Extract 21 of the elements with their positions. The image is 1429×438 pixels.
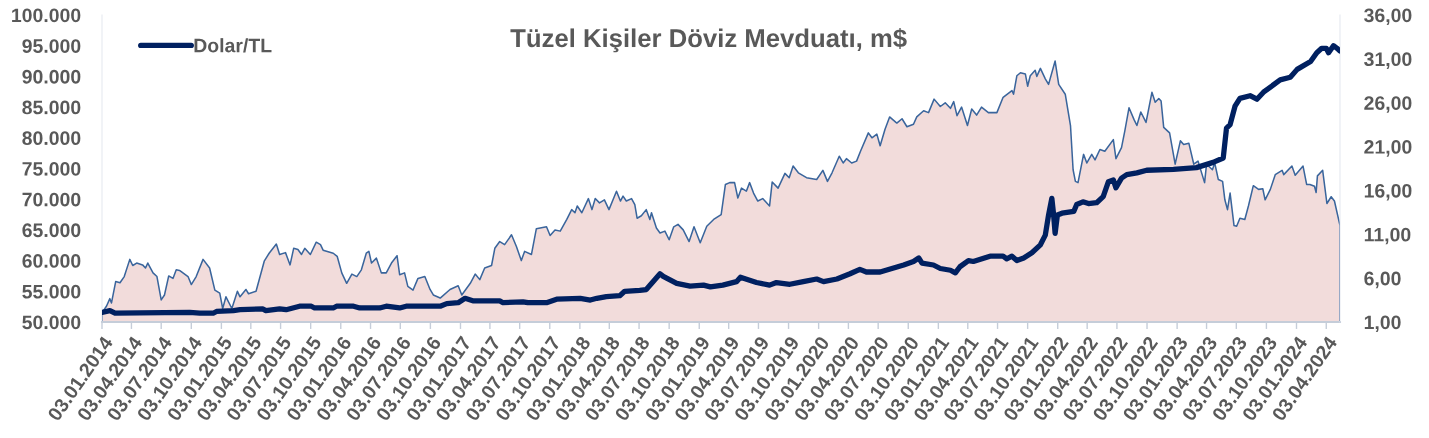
y-tick-label: 55.000 <box>22 284 81 299</box>
y-tick-label: 100.000 <box>12 8 81 23</box>
y-tick-label: 50.000 <box>22 315 81 330</box>
y-tick-label: 95.000 <box>22 39 81 53</box>
y2-tick-label: 31,00 <box>1364 52 1412 69</box>
y2-tick-label: 6,00 <box>1364 271 1401 289</box>
y-tick-label: 85.000 <box>22 100 81 115</box>
y2-tick-label: 21,00 <box>1364 140 1412 157</box>
legend-label: Dolar/TL <box>194 38 272 53</box>
y2-tick-label: 11,00 <box>1364 227 1411 245</box>
y2-tick-label: 16,00 <box>1364 183 1412 201</box>
chart-title: Tüzel Kişiler Döviz Mevduatı, m$ <box>510 27 907 53</box>
y2-tick-label: 1,00 <box>1364 315 1401 333</box>
y-tick-label: 60.000 <box>22 254 81 268</box>
y-tick-label: 80.000 <box>22 131 81 146</box>
y2-tick-label: 26,00 <box>1364 96 1412 113</box>
y2-tick-label: 36,00 <box>1364 8 1412 26</box>
y-tick-label: 75.000 <box>22 161 81 176</box>
y-tick-label: 90.000 <box>22 69 81 84</box>
y-tick-label: 65.000 <box>22 223 81 238</box>
y-tick-label: 70.000 <box>22 192 81 207</box>
